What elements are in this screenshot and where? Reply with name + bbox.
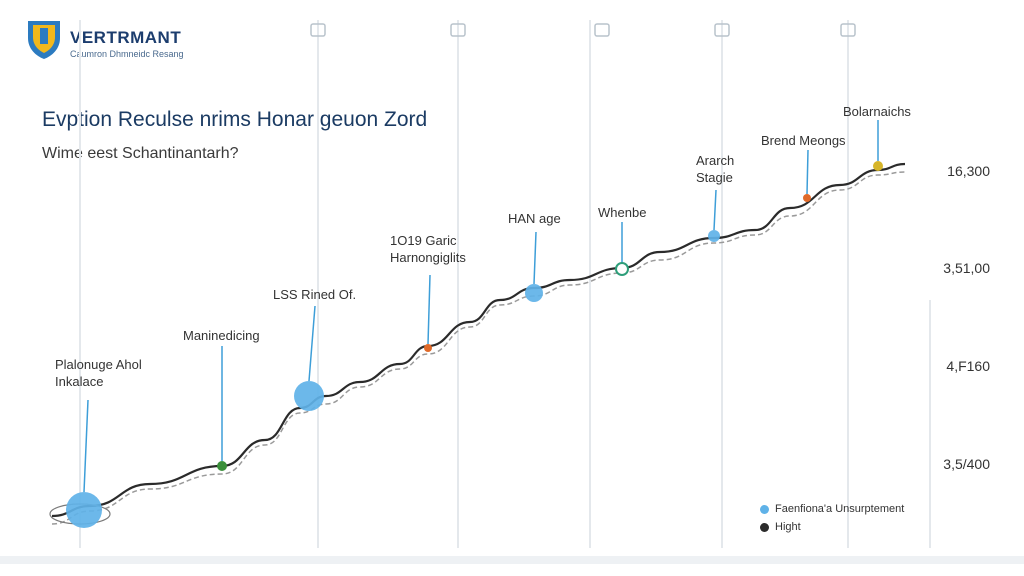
- shield-check-icon: [594, 23, 610, 37]
- annotation-marker: [294, 381, 324, 411]
- annotation-stem: [83, 399, 89, 493]
- annotation-marker: [615, 262, 629, 276]
- annotation-stem: [806, 149, 809, 195]
- pin-icon: [840, 23, 856, 37]
- brand-name: VERTRMANT: [70, 28, 182, 47]
- annotation-marker: [525, 284, 543, 302]
- annotation-marker: [708, 230, 720, 242]
- annotation-stem: [713, 189, 717, 231]
- annotation-stem: [533, 231, 537, 285]
- legend-item: Hight: [760, 518, 904, 536]
- chart-title: Evption Reculse nrims Honar geuon Zord: [42, 108, 428, 131]
- legend-item: Faenfiona'a Unsurptement: [760, 500, 904, 518]
- annotation-marker: [873, 161, 883, 171]
- chart-legend: Faenfiona'a Unsurptement Hight: [760, 500, 904, 536]
- y-tick-label: 4,F160: [946, 358, 990, 374]
- annotation-label: Brend Meongs: [761, 133, 846, 148]
- legend-label: Hight: [775, 521, 801, 533]
- annotation-label: Whenbe: [598, 205, 646, 220]
- annotation-label: Ararch: [696, 153, 734, 168]
- annotation-label: Harnongiglits: [390, 250, 466, 265]
- y-tick-label: 3,51,00: [943, 260, 990, 276]
- annotation-marker: [803, 194, 811, 202]
- legend-swatch-blue: [760, 504, 769, 514]
- y-tick-label: 3,5/400: [943, 456, 990, 472]
- annotation-marker: [424, 344, 432, 352]
- annotation-label: Bolarnaichs: [843, 104, 911, 119]
- brand-tagline: Caumron Dhmneidc Resang: [70, 49, 184, 59]
- annotation-label: HAN age: [508, 211, 561, 226]
- brand-logo[interactable]: VERTRMANT Caumron Dhmneidc Resang: [24, 18, 184, 60]
- shield-logo-icon: [28, 21, 60, 59]
- annotation-stem: [308, 305, 316, 382]
- chart-subtitle: Wime eest Schantinantarh?: [42, 145, 239, 162]
- lab-flask-icon: [714, 23, 730, 37]
- annotation-marker: [217, 461, 227, 471]
- annotation-stem: [427, 274, 431, 345]
- y-tick-label: 16,300: [947, 163, 990, 179]
- legend-label: Faenfiona'a Unsurptement: [775, 503, 905, 515]
- series-line-dashed: [51, 171, 906, 525]
- target-icon: [450, 23, 466, 37]
- annotation-label: Inkalace: [55, 374, 103, 389]
- annotation-label: Plalonuge Ahol: [55, 357, 142, 372]
- annotation-label: Maninedicing: [183, 328, 260, 343]
- legend-swatch-black: [760, 522, 769, 532]
- series-line-main: [51, 162, 906, 518]
- chart-trend-icon: [310, 23, 326, 37]
- annotation-label: LSS Rined Of.: [273, 287, 356, 302]
- annotation-label: Stagie: [696, 170, 733, 185]
- annotation-marker: [66, 492, 102, 528]
- annotation-label: 1O19 Garic: [390, 233, 457, 248]
